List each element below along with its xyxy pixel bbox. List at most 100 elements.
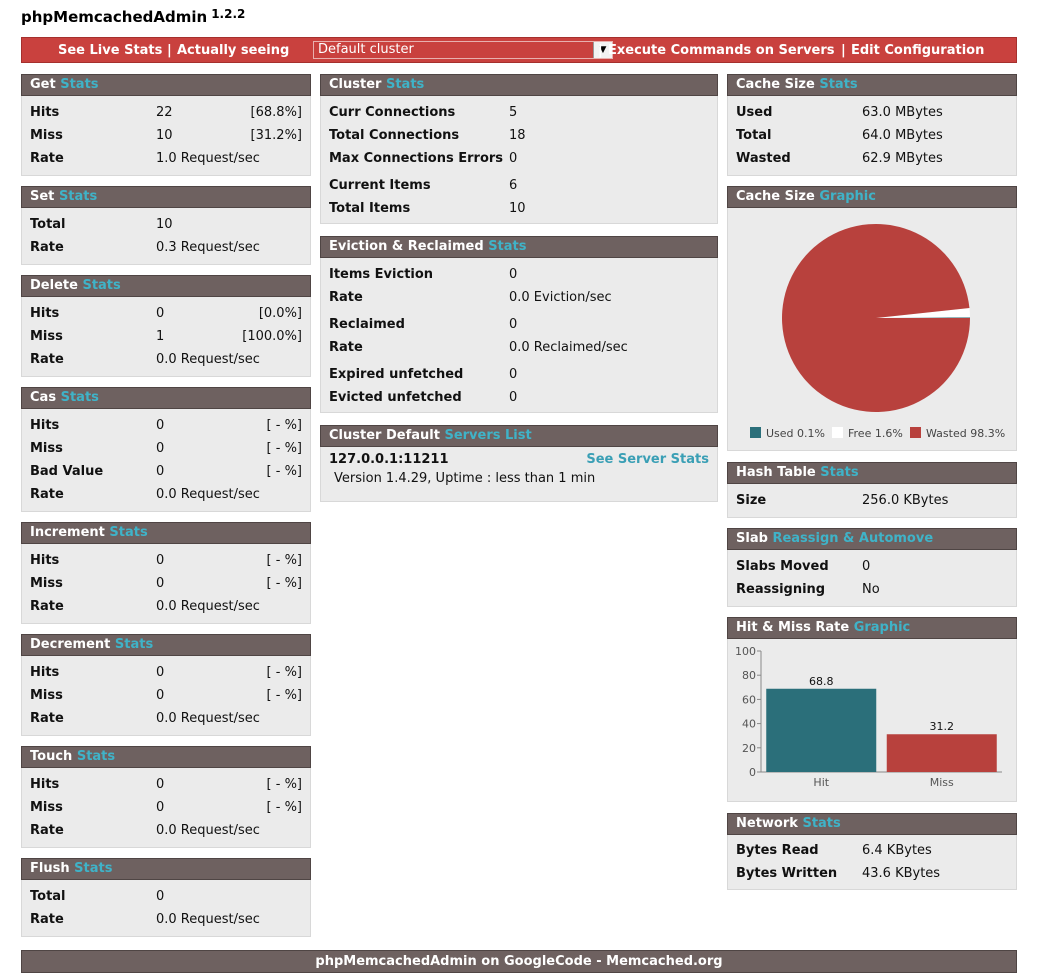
stat-value: 22 <box>156 105 173 120</box>
bar-hit <box>766 688 877 772</box>
panel-header: Delete Stats <box>21 275 311 297</box>
stat-row: Hits 22 [68.8%] <box>30 104 302 122</box>
stat-label: Total <box>30 217 66 232</box>
panel-link[interactable]: Stats <box>82 278 121 293</box>
panel-link[interactable]: Stats <box>60 390 99 405</box>
stat-value: 0 <box>156 665 165 680</box>
legend-label: Used 0.1% <box>766 427 825 440</box>
stat-label: Rate <box>30 151 64 166</box>
panel-link[interactable]: Stats <box>60 77 99 92</box>
panel-header: Network Stats <box>727 813 1017 835</box>
servers-list-panel: Cluster Default Servers List 127.0.0.1:1… <box>320 425 718 502</box>
stat-percent: [ - %] <box>266 800 302 815</box>
panel-link[interactable]: Stats <box>109 525 148 540</box>
stat-label: Bad Value <box>30 464 104 479</box>
see-live-stats-link[interactable]: See Live Stats <box>58 43 163 58</box>
pie-slice-used <box>876 317 970 318</box>
stat-row: Evicted unfetched 0 <box>329 389 709 407</box>
panel-link[interactable]: Stats <box>114 637 154 652</box>
panel-body: Used 0.1% Free 1.6% Wasted 98.3% <box>727 208 1017 451</box>
see-server-stats-link[interactable]: See Server Stats <box>586 452 709 467</box>
stat-label: Rate <box>30 599 64 614</box>
panel-link[interactable]: Stats <box>819 77 858 92</box>
panel-link[interactable]: Stats <box>58 189 98 204</box>
legend-label: Free 1.6% <box>848 427 903 440</box>
execute-commands-link[interactable]: Execute Commands on Servers <box>608 43 835 58</box>
stat-label: Bytes Read <box>736 843 819 858</box>
cluster-select[interactable]: Default cluster ▼ <box>313 41 613 59</box>
panel-link[interactable]: Stats <box>76 749 116 764</box>
panel-header: Hit & Miss Rate Graphic <box>727 617 1017 639</box>
stat-value: 0 <box>862 559 871 574</box>
hash-table-stats-panel: Hash Table Stats Size 256.0 KBytes <box>727 462 1017 518</box>
increment-stats-panel: Increment Stats Hits 0 [ - %] Miss 0 [ - %] … <box>21 522 311 624</box>
stat-label: Curr Connections <box>329 105 456 120</box>
chevron-down-icon[interactable]: ▼ <box>593 42 612 58</box>
panel-title: Cas <box>30 390 57 405</box>
stat-value: 0.0 Request/sec <box>156 487 260 502</box>
panel-title: Increment <box>30 525 105 540</box>
stat-value: 0 <box>156 553 165 568</box>
stat-row: Miss 0 [ - %] <box>30 575 302 593</box>
panel-link[interactable]: Graphic <box>853 620 911 635</box>
stat-value: 64.0 MBytes <box>862 128 943 143</box>
stat-label: Rate <box>30 912 64 927</box>
panel-title: Cluster <box>329 77 382 92</box>
touch-stats-panel: Touch Stats Hits 0 [ - %] Miss 0 [ - %] Rate… <box>21 746 311 848</box>
panel-link[interactable]: Stats <box>385 77 425 92</box>
stat-value: 1.0 Request/sec <box>156 151 260 166</box>
panel-title: Cache Size <box>736 77 815 92</box>
panel-body: Curr Connections 5 Total Connections 18 Ma… <box>320 96 718 224</box>
footer-links[interactable]: phpMemcachedAdmin on GoogleCode - Memcac… <box>315 954 723 969</box>
stat-label: Hits <box>30 418 60 433</box>
stat-value: 0 <box>156 800 165 815</box>
legend-item-used: Used 0.1% <box>750 427 825 440</box>
panel-header: Cluster Default Servers List <box>320 425 718 447</box>
panel-header: Touch Stats <box>21 746 311 768</box>
eviction-stats-panel: Eviction & Reclaimed Stats Items Evictio… <box>320 236 718 413</box>
stat-row: Miss 0 [ - %] <box>30 687 302 705</box>
stat-value: 0 <box>156 777 165 792</box>
stat-row: Total 0 <box>30 888 302 906</box>
cluster-select-value: Default cluster <box>318 42 414 57</box>
stat-label: Rate <box>329 290 363 305</box>
stat-row: Reclaimed 0 <box>329 316 709 334</box>
panel-link[interactable]: Reassign & Automove <box>772 531 934 546</box>
panel-body: Hits 0 [ - %] Miss 0 [ - %] Bad Value 0 [ - %]… <box>21 409 311 512</box>
stat-value: 0.0 Eviction/sec <box>509 290 612 305</box>
edit-configuration-link[interactable]: Edit Configuration <box>851 43 985 58</box>
panel-header: Hash Table Stats <box>727 462 1017 484</box>
panel-link[interactable]: Stats <box>74 861 113 876</box>
stat-label: Slabs Moved <box>736 559 829 574</box>
stat-label: Expired unfetched <box>329 367 464 382</box>
stat-row: Rate 1.0 Request/sec <box>30 150 302 168</box>
stat-value: 10 <box>156 217 173 232</box>
nav-separator: | <box>598 43 603 58</box>
stat-label: Rate <box>30 487 64 502</box>
pie-slice-free <box>876 307 970 318</box>
panel-link[interactable]: Graphic <box>819 189 876 204</box>
stat-row: Miss 0 [ - %] <box>30 799 302 817</box>
stat-value: 0.3 Request/sec <box>156 240 260 255</box>
stat-row: Slabs Moved 0 <box>736 558 1008 576</box>
server-host: 127.0.0.1:11211 <box>329 452 449 467</box>
panel-link[interactable]: Servers List <box>444 428 532 443</box>
legend-swatch <box>910 427 921 438</box>
stat-label: Miss <box>30 441 63 456</box>
y-tick-label: 20 <box>742 742 756 755</box>
stat-label: Size <box>736 493 767 508</box>
cluster-stats-panel: Cluster Stats Curr Connections 5 Total Co… <box>320 74 718 224</box>
stat-value: 10 <box>156 128 173 143</box>
panel-link[interactable]: Stats <box>488 239 527 254</box>
stat-row: Rate 0.0 Reclaimed/sec <box>329 339 709 357</box>
stat-label: Current Items <box>329 178 431 193</box>
cache-size-pie-chart <box>782 223 970 412</box>
stat-label: Rate <box>329 340 363 355</box>
stat-value: 6.4 KBytes <box>862 843 932 858</box>
cache-size-stats-panel: Cache Size Stats Used 63.0 MBytes Total 64… <box>727 74 1017 176</box>
panel-link[interactable]: Stats <box>820 465 859 480</box>
bar-miss <box>886 734 997 772</box>
slab-reassign-panel: Slab Reassign & Automove Slabs Moved 0 Re… <box>727 528 1017 607</box>
panel-link[interactable]: Stats <box>802 816 841 831</box>
network-stats-panel: Network Stats Bytes Read 6.4 KBytes Bytes… <box>727 813 1017 890</box>
